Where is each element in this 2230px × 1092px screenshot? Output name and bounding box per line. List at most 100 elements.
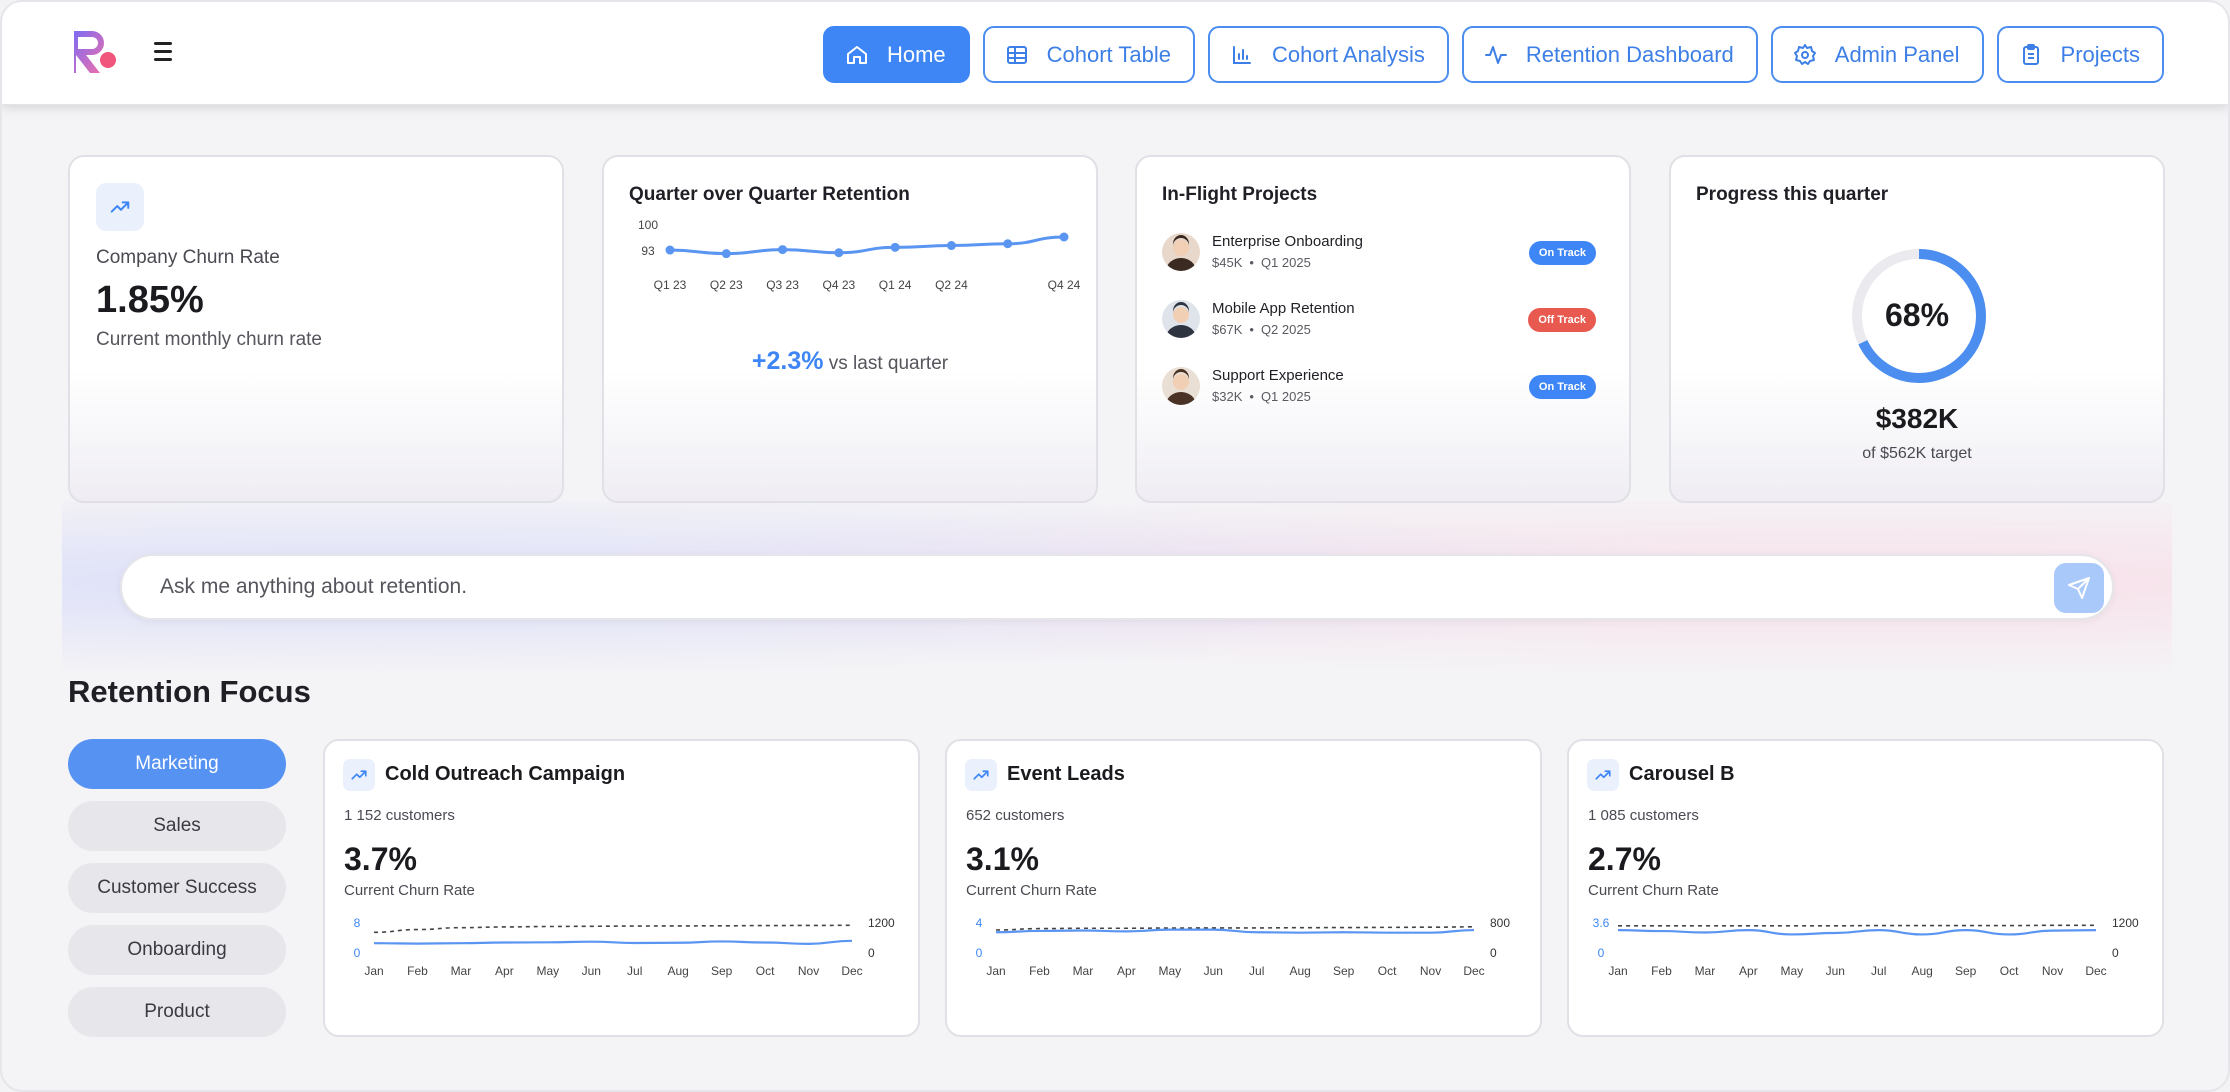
campaign-title: Cold Outreach Campaign [385,763,626,785]
progress-amount: $382K [1875,403,1959,434]
send-icon [2068,577,2090,599]
retention-card[interactable]: Cold Outreach Campaign 1 152 customers 3.7… [323,739,920,1037]
qoq-data-point [1059,232,1069,242]
month-tick-label: Nov [2042,964,2063,978]
nav-projects[interactable]: Projects [1996,26,2164,83]
project-name: Support Experience [1212,367,1344,384]
bar-chart-icon [1232,45,1251,64]
app-logo[interactable] [68,27,120,79]
right-axis-min: 0 [868,946,875,960]
project-name: Enterprise Onboarding [1212,233,1363,250]
customers-series-line [995,926,1475,931]
project-meta: $45K • Q1 2025 [1212,255,1311,270]
segment-tab-customer-success[interactable]: Customer Success [68,863,286,913]
month-tick-label: May [1780,964,1803,978]
churn-label: Company Churn Rate [96,247,280,268]
activity-icon [1484,45,1507,64]
avatar [1162,367,1200,405]
segment-tab-sales[interactable]: Sales [68,801,286,851]
month-tick-label: Aug [668,964,689,978]
month-tick-label: Mar [1695,964,1716,978]
churn-rate-label: Current Churn Rate [1588,882,1719,899]
trend-up-icon [96,183,144,231]
trend-up-icon [965,759,997,791]
churn-value: 1.85% [96,279,204,321]
trend-up-icon [343,759,375,791]
in-flight-projects-card: In-Flight Projects Enterprise Onboarding… [1135,155,1631,503]
right-axis-min: 0 [1490,946,1497,960]
customers-series-line [373,924,853,934]
churn-series-line [373,939,853,945]
right-axis-max: 1200 [868,916,895,930]
campaign-title: Carousel B [1629,763,1735,785]
x-tick-label: Q3 23 [766,278,799,292]
nav-admin-panel[interactable]: Admin Panel [1770,26,1984,83]
progress-card: Progress this quarter 68% $382K of $562K… [1669,155,2165,503]
month-tick-label: Feb [407,964,428,978]
nav-cohort-analysis[interactable]: Cohort Analysis [1207,26,1449,83]
left-axis-min: 0 [1598,946,1605,960]
project-row[interactable]: Enterprise Onboarding $45K • Q1 2025 On Trac… [1162,233,1612,273]
trend-up-icon [1587,759,1619,791]
retention-card[interactable]: Carousel B 1 085 customers 2.7% Current Chu… [1567,739,2164,1037]
qoq-data-point [778,245,788,255]
qoq-data-point [946,241,956,251]
segment-tab-onboarding[interactable]: Onboarding [68,925,286,975]
left-axis-max: 4 [976,916,983,930]
month-tick-label: Jan [1608,964,1627,978]
nav-cohort-table[interactable]: Cohort Table [982,26,1195,83]
hamburger-menu-icon[interactable] [154,42,180,64]
month-tick-label: Feb [1651,964,1672,978]
month-tick-label: Oct [2000,964,2019,978]
qoq-footer: +2.3% vs last quarter [604,347,1096,376]
qoq-delta: +2.3% [751,347,824,375]
month-tick-label: Oct [756,964,775,978]
segment-tab-product[interactable]: Product [68,987,286,1037]
project-row[interactable]: Support Experience $32K • Q1 2025 On Track [1162,367,1612,407]
right-axis-min: 0 [2112,946,2119,960]
project-meta: $32K • Q1 2025 [1212,389,1311,404]
avatar [1162,300,1200,338]
month-tick-label: May [536,964,559,978]
project-meta: $67K • Q2 2025 [1212,322,1311,337]
churn-rate-value: 3.7% [344,841,417,877]
month-tick-label: Apr [495,964,514,978]
status-badge: Off Track [1528,308,1596,332]
project-due: Q1 2025 [1260,255,1311,270]
project-amount: $32K [1212,389,1243,404]
churn-series-line [995,928,1475,934]
project-due: Q1 2025 [1260,389,1311,404]
project-row[interactable]: Mobile App Retention $67K • Q2 2025 Off Trac… [1162,300,1612,340]
nav-retention-dashboard[interactable]: Retention Dashboard [1461,26,1758,83]
month-tick-label: Nov [798,964,819,978]
churn-rate-value: 2.7% [1588,841,1661,877]
nav-home[interactable]: Home [822,26,970,83]
x-tick-label: Q4 24 [1048,278,1081,292]
month-tick-label: Sep [711,964,733,978]
x-tick-label: Q1 24 [879,278,912,292]
churn-subtext: Current monthly churn rate [96,329,322,350]
month-tick-label: Sep [1333,964,1355,978]
nav-label: Home [886,41,946,67]
ask-input[interactable] [160,556,2010,618]
month-tick-label: Jul [1249,964,1264,978]
month-tick-label: Dec [841,964,862,978]
retention-card[interactable]: Event Leads 652 customers 3.1% Current Chur… [945,739,1542,1037]
month-tick-label: Mar [1073,964,1094,978]
send-button[interactable] [2054,563,2104,613]
x-tick-label: Q2 23 [710,278,743,292]
x-tick-label: Q1 23 [654,278,687,292]
month-tick-label: May [1158,964,1181,978]
progress-target: of $562K target [1862,445,1972,462]
projects-title: In-Flight Projects [1162,184,1318,205]
separator: • [1249,322,1254,337]
main-nav: Home Cohort Table Cohort Analysis Retent… [822,26,2164,83]
churn-series-line [1617,929,2097,936]
month-tick-label: Mar [451,964,472,978]
nav-label: Admin Panel [1834,41,1960,67]
segment-tab-marketing[interactable]: Marketing [68,739,286,789]
month-tick-label: Jul [627,964,642,978]
progress-percent: 68% [1884,297,1950,333]
customer-count: 652 customers [966,807,1065,824]
